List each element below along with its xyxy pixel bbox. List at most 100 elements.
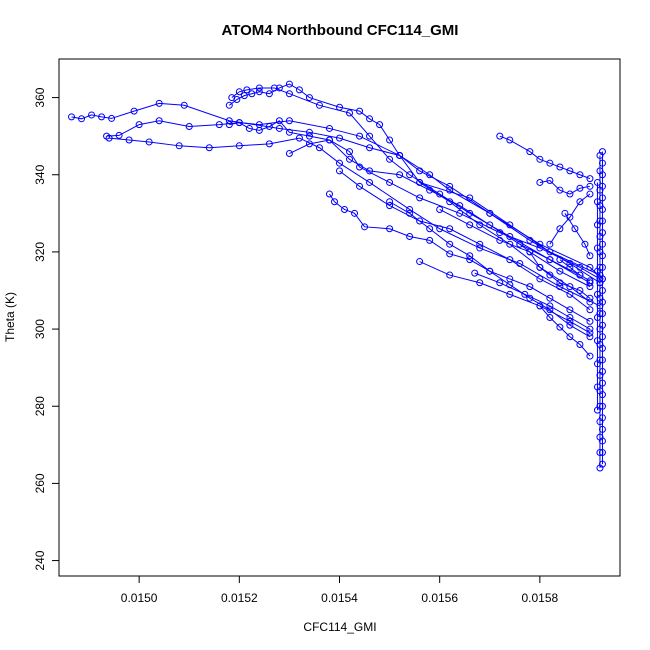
data-point: [366, 167, 374, 175]
data-point: [175, 142, 183, 150]
data-point: [406, 171, 414, 179]
data-point: [446, 186, 454, 194]
series-16: [536, 177, 594, 198]
series-1: [68, 99, 606, 283]
data-point: [285, 150, 293, 158]
data-point: [88, 111, 96, 119]
data-point: [396, 151, 404, 159]
data-point: [593, 360, 601, 368]
data-point: [593, 337, 601, 345]
y-tick-label: 280: [33, 396, 47, 416]
series-line: [109, 137, 601, 307]
data-point: [596, 418, 604, 426]
data-point: [586, 279, 594, 287]
data-point: [346, 109, 354, 117]
data-point: [376, 121, 384, 129]
data-point: [516, 240, 524, 248]
data-point: [476, 240, 484, 248]
data-point: [526, 236, 534, 244]
data-point: [596, 151, 604, 159]
data-point: [576, 286, 584, 294]
series-3: [105, 134, 604, 310]
series-layer: [68, 80, 606, 472]
data-point: [506, 240, 514, 248]
plot-frame: [58, 58, 621, 577]
data-point: [526, 283, 534, 291]
data-point: [225, 101, 233, 109]
data-point: [356, 107, 364, 115]
series-17: [516, 240, 594, 302]
data-point: [255, 126, 263, 134]
data-point: [556, 323, 564, 331]
data-point: [416, 167, 424, 175]
data-point: [456, 209, 464, 217]
data-point: [546, 271, 554, 279]
data-point: [125, 136, 133, 144]
y-tick-label: 320: [33, 242, 47, 262]
data-point: [275, 117, 283, 125]
data-point: [586, 190, 594, 198]
data-point: [240, 92, 248, 100]
data-point: [566, 321, 574, 329]
data-point: [285, 117, 293, 125]
data-point: [536, 302, 544, 310]
series-line: [106, 120, 601, 276]
data-point: [566, 317, 574, 325]
data-point: [235, 142, 243, 150]
chart-title: ATOM4 Northbound CFC114_GMI: [222, 22, 459, 39]
data-point: [586, 317, 594, 325]
data-point: [506, 232, 514, 240]
series-line: [549, 193, 591, 245]
y-axis-label: Theta (K): [3, 292, 17, 342]
x-axis-label: CFC114_GMI: [303, 620, 376, 634]
series-line: [564, 213, 591, 256]
data-point: [476, 279, 484, 287]
data-point: [275, 124, 283, 132]
data-point: [593, 267, 601, 275]
y-tick-label: 260: [33, 473, 47, 493]
data-point: [336, 134, 343, 142]
data-point: [406, 209, 414, 217]
data-point: [556, 267, 564, 275]
data-point: [446, 250, 454, 258]
data-point: [406, 232, 414, 240]
data-point: [366, 115, 374, 123]
data-point: [536, 155, 544, 163]
data-point: [596, 449, 604, 457]
data-point: [586, 298, 594, 306]
series-19: [556, 256, 594, 285]
data-point: [561, 209, 569, 217]
series-21: [561, 209, 594, 260]
data-point: [556, 163, 564, 171]
data-point: [546, 240, 554, 248]
data-point: [466, 209, 474, 217]
data-point: [466, 252, 474, 260]
data-point: [586, 175, 594, 183]
y-tick-label: 240: [33, 550, 47, 570]
data-point: [325, 124, 333, 132]
data-point: [556, 279, 564, 287]
data-point: [446, 225, 454, 233]
data-point: [426, 186, 434, 194]
data-point: [336, 159, 343, 167]
data-point: [566, 190, 574, 198]
data-point: [78, 115, 86, 123]
data-point: [586, 277, 594, 285]
data-point: [593, 221, 601, 229]
data-point: [305, 140, 313, 148]
data-point: [506, 136, 514, 144]
series-24: [593, 178, 601, 414]
data-point: [476, 221, 484, 229]
data-point: [546, 314, 554, 321]
series-line: [289, 139, 581, 276]
data-point: [496, 279, 504, 287]
data-point: [215, 121, 223, 129]
series-line: [228, 83, 601, 284]
data-point: [556, 186, 564, 194]
data-point: [180, 101, 188, 109]
data-point: [243, 86, 251, 94]
series-13: [416, 258, 594, 337]
x-tick-label: 0.0152: [221, 591, 258, 605]
data-point: [285, 90, 293, 98]
